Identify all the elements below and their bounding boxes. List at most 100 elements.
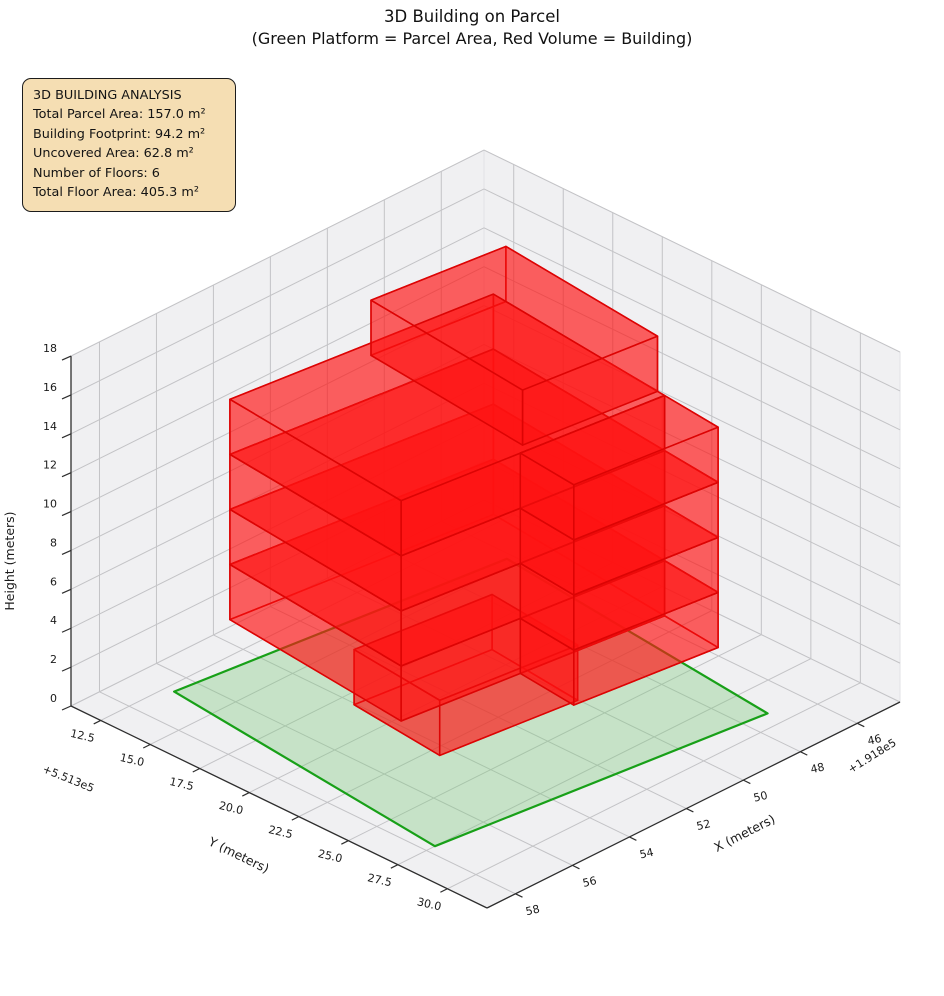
chart-title-line1: 3D Building on Parcel: [384, 7, 560, 26]
z-tick: [61, 433, 72, 439]
grid-x-floor: [213, 634, 630, 838]
grid-z-right: [483, 266, 901, 470]
grid-y-floor: [150, 538, 564, 745]
grid-lines: [70, 149, 901, 895]
y-tick-label: 22.5: [267, 823, 294, 841]
x-tick: [686, 808, 694, 813]
grid-z-left: [70, 149, 485, 357]
y-tick: [242, 792, 250, 797]
z-axis-label: Height (meters): [2, 511, 17, 610]
analysis-line: Building Footprint: 94.2 m²: [33, 126, 206, 142]
y-tick: [291, 816, 300, 821]
x-tick: [743, 779, 751, 785]
grid-x-floor: [327, 577, 744, 781]
x-axis-label: X (meters): [711, 811, 777, 855]
x-tick: [800, 751, 808, 756]
y-tick: [192, 767, 201, 773]
z-tick: [61, 588, 72, 594]
z-tick-label: 14: [43, 420, 57, 433]
analysis-box-title: 3D BUILDING ANALYSIS: [33, 88, 182, 103]
y-axis-label: Y (meters): [205, 833, 271, 876]
y-tick-label: 15.0: [119, 751, 146, 769]
x-tick: [515, 893, 523, 898]
z-tick: [61, 549, 72, 556]
z-tick-label: 2: [50, 653, 57, 666]
y-tick-label: 17.5: [168, 775, 195, 793]
building-face: [353, 648, 441, 757]
analysis-box: 3D BUILDING ANALYSIS Total Parcel Area: …: [22, 78, 236, 212]
grid-x-floor: [270, 606, 687, 810]
z-tick-label: 12: [43, 459, 57, 472]
grid-z-right: [483, 227, 901, 431]
chart-title: 3D Building on Parcel (Green Platform = …: [0, 6, 944, 50]
grid-z-right: [483, 499, 901, 703]
y-tick: [390, 864, 399, 869]
z-tick: [61, 627, 72, 633]
y-axis-spine: [70, 705, 488, 909]
grid-z-left: [70, 421, 485, 629]
grid-x-floor: [384, 549, 801, 753]
chart-title-line2: (Green Platform = Parcel Area, Red Volum…: [251, 29, 693, 49]
grid-z-right: [483, 188, 901, 392]
z-tick: [61, 472, 72, 478]
z-tick: [61, 355, 72, 361]
z-tick: [61, 511, 72, 517]
z-tick: [61, 705, 72, 711]
x-tick-label: 54: [638, 846, 655, 862]
axis-spines: [70, 356, 901, 909]
y-tick: [341, 840, 349, 845]
parcel-platform: [173, 557, 769, 848]
x-tick: [857, 722, 865, 728]
analysis-box-lines: Total Parcel Area: 157.0 m² Building Foot…: [33, 105, 225, 202]
x-tick-label: 52: [695, 817, 712, 833]
grid-z-left: [70, 499, 485, 707]
grid-z-left: [70, 266, 485, 474]
grid-z-right: [483, 149, 901, 353]
z-tick: [61, 394, 72, 400]
z-tick-label: 16: [43, 381, 57, 394]
y-tick-label: 20.0: [218, 799, 245, 817]
grid-y-floor: [249, 586, 663, 794]
y-tick: [93, 719, 101, 725]
analysis-line: Uncovered Area: 62.8 m²: [33, 146, 194, 162]
grid-z-right: [483, 421, 901, 625]
building-face: [519, 452, 575, 541]
y-tick-label: 25.0: [317, 847, 344, 865]
building-face: [229, 398, 402, 557]
grid-y-floor: [397, 658, 812, 866]
grid-y-floor: [199, 562, 613, 769]
building-face: [521, 335, 659, 446]
axis-ticks-labels: 4648505254565812.515.017.520.022.525.027…: [43, 342, 883, 918]
grid-z-left: [70, 188, 485, 396]
y-offset-text: +5.513e5: [41, 763, 96, 795]
x-tick-label: 58: [524, 902, 541, 918]
analysis-line: Number of Floors: 6: [33, 165, 160, 181]
y-tick-label: 27.5: [366, 871, 393, 889]
x-tick-label: 56: [581, 874, 598, 890]
y-tick-label: 30.0: [416, 895, 443, 913]
analysis-line: Total Parcel Area: 157.0 m²: [33, 107, 206, 123]
z-tick: [61, 666, 72, 672]
building-volume: [229, 245, 719, 757]
grid-z-left: [70, 382, 485, 590]
z-tick-label: 0: [50, 692, 57, 705]
parcel-polygon: [173, 557, 769, 848]
z-tick-label: 6: [50, 575, 57, 588]
grid-z-left: [70, 344, 485, 551]
analysis-line: Total Floor Area: 405.3 m²: [33, 185, 199, 201]
grid-z-right: [483, 305, 901, 509]
grid-z-right: [483, 382, 901, 586]
z-tick-label: 4: [50, 614, 57, 627]
grid-y-floor: [298, 610, 713, 818]
grid-y-floor: [100, 513, 514, 721]
y-tick-label: 12.5: [69, 727, 96, 745]
z-tick-label: 8: [50, 536, 57, 549]
x-tick-label: 48: [809, 760, 826, 776]
x-tick: [629, 836, 637, 841]
grid-z-left: [70, 305, 485, 513]
grid-x-floor: [156, 662, 573, 866]
grid-z-left: [70, 227, 485, 435]
x-axis-spine: [486, 701, 901, 909]
